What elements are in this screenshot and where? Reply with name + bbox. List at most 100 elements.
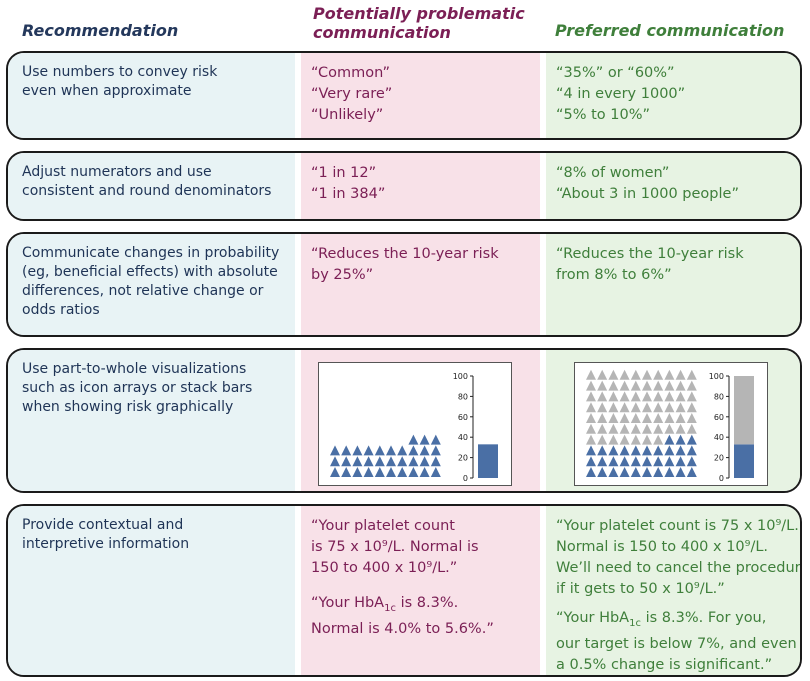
recommendation-text: interpretive information (22, 536, 190, 552)
problematic-example: “Your platelet count (311, 518, 455, 534)
icon-array-person (586, 380, 596, 391)
icon-array-person (363, 456, 374, 467)
icon-array-person (597, 434, 608, 445)
row-numerators-denominators: Adjust numerators and use consistent and… (6, 151, 802, 221)
icon-array-person (597, 402, 608, 413)
row-contextual-info: Provide contextual and interpretive info… (6, 504, 802, 677)
icon-array-person (675, 423, 686, 434)
icon-array-person (408, 456, 419, 467)
problematic-example: by 25%” (311, 267, 374, 283)
icon-array-person (586, 402, 596, 413)
y-tick-label: 80 (458, 392, 468, 401)
icon-array-person (664, 423, 675, 434)
icon-array-person (608, 402, 619, 413)
icon-array-person (686, 434, 697, 445)
icon-array-person (630, 413, 641, 423)
icon-array-person (586, 369, 596, 380)
icon-array-person (408, 434, 419, 445)
recommendation-text: such as icon arrays or stack bars (22, 380, 253, 396)
preferred-cell: “Reduces the 10-year risk from 8% to 6%” (546, 234, 800, 335)
preferred-example: “35%” or “60%” (556, 65, 675, 81)
header-recommendation: Recommendation (22, 21, 179, 40)
recommendation-text: consistent and round denominators (22, 183, 272, 199)
icon-array-person (619, 467, 630, 477)
icon-array-person (675, 456, 686, 467)
row-part-to-whole: Use part-to-whole visualizations such as… (6, 348, 802, 493)
icon-array-person (330, 467, 340, 477)
icon-array-person (419, 456, 430, 467)
icon-array-person (352, 445, 363, 456)
icon-array-person (653, 434, 664, 445)
icon-array-person (630, 402, 641, 413)
icon-array-person (597, 413, 608, 423)
recommendation-cell: Adjust numerators and use consistent and… (8, 153, 295, 219)
recommendation-text: (eg, beneficial effects) with absolute (22, 264, 278, 280)
problematic-example: is 75 x 10⁹/L. Normal is (311, 539, 479, 555)
icon-array-person (675, 369, 686, 380)
icon-array-person (675, 380, 686, 391)
preferred-example: from 8% to 6%” (556, 267, 672, 283)
icon-array-person (664, 413, 675, 423)
icon-array-person (374, 467, 385, 477)
icon-array-person (608, 369, 619, 380)
y-tick-label: 100 (453, 372, 468, 381)
y-tick-label: 60 (714, 413, 724, 422)
header-problematic-line2: communication (313, 23, 451, 42)
icon-array-person (664, 369, 675, 380)
preferred-example: “Your platelet count is 75 x 10⁹/L. (556, 518, 799, 534)
icon-array-person (630, 456, 641, 467)
preferred-icon-array-and-bar: 0 20 40 60 80 100 (586, 369, 754, 483)
icon-array-person (653, 456, 664, 467)
preferred-cell: “Your platelet count is 75 x 10⁹/L. Norm… (546, 506, 800, 675)
icon-array-person (653, 391, 664, 402)
icon-array-person (430, 467, 441, 477)
icon-array-person (352, 467, 363, 477)
preferred-example: “4 in every 1000” (556, 86, 686, 102)
preferred-figure: 0 20 40 60 80 100 (574, 362, 768, 486)
icon-array-person (597, 391, 608, 402)
icon-array-person (586, 434, 596, 445)
icon-array-person (653, 369, 664, 380)
problematic-example: “Reduces the 10-year risk (311, 246, 499, 262)
problematic-example: “1 in 12” (311, 165, 377, 181)
icon-array-person (630, 434, 641, 445)
icon-array-person (330, 445, 340, 456)
icon-array-person (664, 434, 675, 445)
preferred-example: a 0.5% change is significant.” (556, 656, 773, 673)
recommendation-text: when showing risk graphically (22, 399, 234, 415)
y-tick-label: 80 (714, 392, 724, 401)
icon-array-person (686, 456, 697, 467)
header-problematic: Potentially problematic communication (313, 4, 543, 42)
icon-array-person (374, 445, 385, 456)
preferred-cell: 0 20 40 60 80 100 (546, 350, 800, 491)
problematic-cell: “1 in 12” “1 in 384” (301, 153, 540, 219)
y-tick-label: 0 (719, 474, 724, 483)
problematic-example: “Common” (311, 65, 391, 81)
icon-array-person (330, 456, 340, 467)
y-tick-label: 60 (458, 413, 468, 422)
icon-array-person (664, 445, 675, 456)
recommendation-text: differences, not relative change or (22, 283, 264, 299)
icon-array-person (630, 380, 641, 391)
icon-array-person (608, 434, 619, 445)
text-fragment: “Your HbA (556, 610, 630, 626)
recommendation-cell: Provide contextual and interpretive info… (8, 506, 295, 675)
icon-array-person (341, 445, 352, 456)
preferred-example: We’ll need to cancel the procedure (556, 560, 802, 576)
icon-array-person (686, 369, 697, 380)
problematic-cell: “Common” “Very rare” “Unlikely” (301, 53, 540, 138)
icon-array-person (686, 413, 697, 423)
icon-array-person (597, 456, 608, 467)
subscript: 1c (629, 617, 641, 629)
icon-array-person (619, 380, 630, 391)
icon-array-person (686, 380, 697, 391)
recommendation-text: even when approximate (22, 83, 192, 99)
icon-array-person (363, 445, 374, 456)
preferred-example: “8% of women” (556, 165, 670, 181)
icon-array-person (586, 413, 596, 423)
stack-bar-segment (478, 444, 498, 478)
preferred-example: if it gets to 50 x 10⁹/L.” (556, 581, 725, 597)
icon-array-person (608, 467, 619, 477)
recommendation-text: Provide contextual and (22, 517, 184, 533)
problematic-example: “1 in 384” (311, 186, 386, 202)
